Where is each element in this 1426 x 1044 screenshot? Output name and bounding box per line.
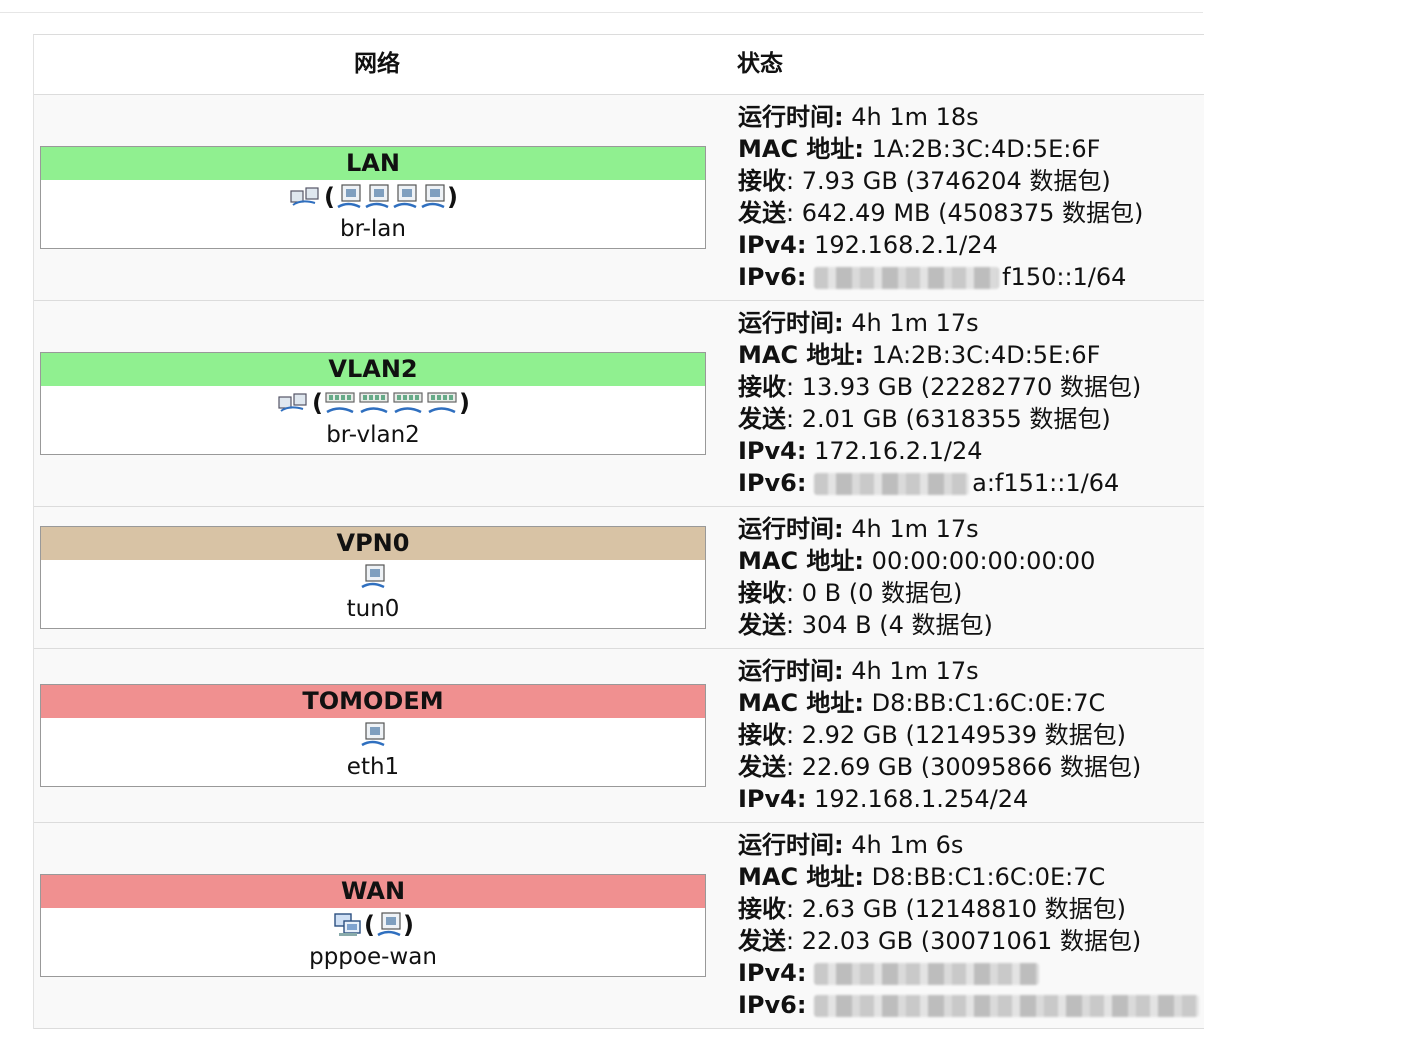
vlan-port-icon [325, 392, 355, 414]
ipv4-line: IPv4: [738, 957, 1204, 989]
paren-close: ) [403, 911, 414, 939]
ethernet-port-icon [361, 722, 385, 747]
interface-name: WAN [41, 875, 705, 908]
interface-status-table: 网络 状态 LAN ( ) br-lan 运行时间: 4h 1m 18s [33, 34, 1204, 1029]
status-cell: 运行时间: 4h 1m 6s MAC 地址: D8:BB:C1:6C:0E:7C… [720, 823, 1204, 1028]
mac-line: MAC 地址: 00:00:00:00:00:00 [738, 547, 1096, 575]
ipv4-line: IPv4: 192.168.2.1/24 [738, 231, 998, 259]
ethernet-port-icon [393, 184, 417, 209]
network-cell: TOMODEM eth1 [34, 649, 720, 822]
device-name: tun0 [346, 596, 400, 622]
ipv6-line: IPv6: a:f151::1/64 [738, 469, 1120, 497]
status-cell: 运行时间: 4h 1m 17s MAC 地址: 00:00:00:00:00:0… [720, 507, 1204, 648]
bridge-icon [290, 187, 319, 206]
status-cell: 运行时间: 4h 1m 17s MAC 地址: 1A:2B:3C:4D:5E:6… [720, 301, 1204, 506]
ethernet-port-icon [337, 184, 361, 209]
rx-line: 接收: 0 B (0 数据包) [738, 579, 963, 607]
redacted-block [814, 473, 970, 495]
ppp-icon [334, 913, 361, 936]
table-row: WAN ( ) pppoe-wan 运行时间: 4h 1m 6s MAC 地址:… [34, 823, 1204, 1029]
interface-name: LAN [41, 147, 705, 180]
table-row: TOMODEM eth1 运行时间: 4h 1m 17s MAC 地址: D8:… [34, 649, 1204, 823]
tunnel-icon [361, 564, 385, 589]
interface-badge-vlan2[interactable]: VLAN2 ( ) br-vlan2 [40, 352, 706, 455]
device-name: eth1 [346, 754, 400, 780]
table-row: VLAN2 ( ) br-vlan2 运行时间: 4h 1m 17s MAC 地… [34, 301, 1204, 507]
interface-icons: ( ) [41, 908, 705, 942]
status-column-header: 状态 [737, 51, 783, 77]
tx-line: 发送: 22.03 GB (30071061 数据包) [738, 927, 1142, 955]
ipv4-line: IPv4: 192.168.1.254/24 [738, 785, 1029, 813]
tx-line: 发送: 2.01 GB (6318355 数据包) [738, 405, 1111, 433]
ipv6-line: IPv6: f150::1/64 [738, 263, 1127, 291]
uptime-line: 运行时间: 4h 1m 17s [738, 657, 979, 685]
mac-line: MAC 地址: D8:BB:C1:6C:0E:7C [738, 863, 1106, 891]
interface-badge-wan[interactable]: WAN ( ) pppoe-wan [40, 874, 706, 977]
table-row: VPN0 tun0 运行时间: 4h 1m 17s MAC 地址: 00:00:… [34, 507, 1204, 649]
paren-open: ( [364, 911, 375, 939]
uptime-line: 运行时间: 4h 1m 17s [738, 309, 979, 337]
mac-line: MAC 地址: D8:BB:C1:6C:0E:7C [738, 689, 1106, 717]
vlan-port-icon [427, 392, 457, 414]
interface-icons: ( ) [41, 386, 705, 420]
bridge-icon [278, 393, 307, 412]
uptime-line: 运行时间: 4h 1m 17s [738, 515, 979, 543]
interface-badge-tomodem[interactable]: TOMODEM eth1 [40, 684, 706, 787]
rx-line: 接收: 2.92 GB (12149539 数据包) [738, 721, 1126, 749]
rx-line: 接收: 7.93 GB (3746204 数据包) [738, 167, 1111, 195]
redacted-block [814, 995, 1200, 1017]
paren-open: ( [324, 183, 335, 211]
device-name: br-lan [340, 216, 406, 242]
ipv4-line: IPv4: 172.16.2.1/24 [738, 437, 983, 465]
network-cell: WAN ( ) pppoe-wan [34, 823, 720, 1028]
network-column-header: 网络 [354, 51, 400, 77]
interface-badge-vpn0[interactable]: VPN0 tun0 [40, 526, 706, 629]
rx-line: 接收: 13.93 GB (22282770 数据包) [738, 373, 1142, 401]
interface-icons: ( ) [41, 180, 705, 214]
interface-name: VLAN2 [41, 353, 705, 386]
paren-close: ) [459, 389, 470, 417]
ethernet-port-icon [421, 184, 445, 209]
paren-open: ( [312, 389, 323, 417]
interface-name: TOMODEM [41, 685, 705, 718]
tx-line: 发送: 304 B (4 数据包) [738, 611, 993, 639]
interface-icons [41, 560, 705, 594]
device-name: pppoe-wan [309, 944, 437, 970]
status-cell: 运行时间: 4h 1m 17s MAC 地址: D8:BB:C1:6C:0E:7… [720, 649, 1204, 822]
uptime-line: 运行时间: 4h 1m 18s [738, 103, 979, 131]
mac-line: MAC 地址: 1A:2B:3C:4D:5E:6F [738, 341, 1101, 369]
ipv6-line: IPv6: [738, 989, 1204, 1021]
status-cell: 运行时间: 4h 1m 18s MAC 地址: 1A:2B:3C:4D:5E:6… [720, 95, 1204, 300]
network-cell: VLAN2 ( ) br-vlan2 [34, 301, 720, 506]
tx-line: 发送: 22.69 GB (30095866 数据包) [738, 753, 1142, 781]
vlan-port-icon [393, 392, 423, 414]
network-cell: LAN ( ) br-lan [34, 95, 720, 300]
uptime-line: 运行时间: 4h 1m 6s [738, 831, 964, 859]
vlan-port-icon [359, 392, 389, 414]
mac-line: MAC 地址: 1A:2B:3C:4D:5E:6F [738, 135, 1101, 163]
top-divider [0, 12, 1203, 13]
ethernet-port-icon [365, 184, 389, 209]
paren-close: ) [447, 183, 458, 211]
tx-line: 发送: 642.49 MB (4508375 数据包) [738, 199, 1144, 227]
redacted-block [814, 267, 1000, 289]
interface-icons [41, 718, 705, 752]
network-cell: VPN0 tun0 [34, 507, 720, 648]
rx-line: 接收: 2.63 GB (12148810 数据包) [738, 895, 1126, 923]
ethernet-port-icon [377, 912, 401, 937]
table-row: LAN ( ) br-lan 运行时间: 4h 1m 18s MAC 地址: 1… [34, 95, 1204, 301]
table-header: 网络 状态 [34, 35, 1204, 95]
device-name: br-vlan2 [326, 422, 420, 448]
interface-badge-lan[interactable]: LAN ( ) br-lan [40, 146, 706, 249]
interface-name: VPN0 [41, 527, 705, 560]
redacted-block [814, 963, 1040, 985]
